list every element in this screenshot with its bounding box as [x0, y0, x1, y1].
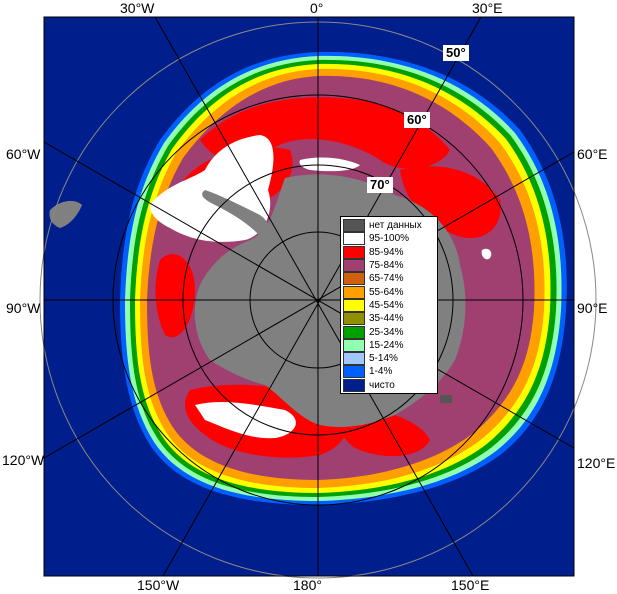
legend-label: 25-34% — [369, 326, 404, 338]
south-america-tip — [49, 200, 82, 228]
lon-label-0: 0° — [310, 0, 324, 16]
legend-entry: 5-14% — [343, 352, 435, 366]
legend-entry: нет данных — [343, 219, 435, 233]
legend-swatch — [343, 232, 365, 246]
legend-swatch — [343, 365, 365, 379]
legend-label: 15-24% — [369, 339, 404, 351]
lon-label-120e: 120°E — [577, 455, 616, 471]
lon-label-150w: 150°W — [137, 577, 180, 593]
legend-swatch — [343, 338, 365, 352]
legend-label: 65-74% — [369, 273, 404, 285]
legend-entry: 85-94% — [343, 245, 435, 259]
legend-swatch — [343, 352, 365, 366]
meridian-60e-120w — [43, 151, 575, 459]
legend-label: 95-100% — [369, 233, 410, 245]
legend-label: 85-94% — [369, 246, 404, 258]
legend-swatch — [343, 298, 365, 312]
ice-patch-east — [400, 166, 501, 239]
legend-label: 45-54% — [369, 299, 404, 311]
lon-label-180: 180° — [293, 577, 322, 593]
legend-label: нет данных — [369, 220, 422, 232]
lon-label-60e: 60°E — [577, 146, 608, 162]
lon-label-60w: 60°W — [6, 146, 41, 162]
legend-label: 75-84% — [369, 260, 404, 272]
legend-entry: 25-34% — [343, 325, 435, 339]
legend-swatch — [343, 245, 365, 259]
legend-swatch — [343, 378, 365, 392]
graticule — [39, 16, 597, 579]
map-frame — [43, 16, 575, 577]
antarctic-peninsula — [202, 190, 269, 238]
lat-label-60: 60° — [404, 112, 430, 128]
ice-patch-east-white — [481, 248, 492, 260]
legend-swatch — [343, 259, 365, 273]
legend-entry: 35-44% — [343, 312, 435, 326]
legend-swatch — [343, 312, 365, 326]
meridian-30w-150e — [154, 16, 474, 577]
legend-entry: 95-100% — [343, 232, 435, 246]
no-data-strip — [440, 395, 452, 403]
ice-concentration-legend: нет данных 95-100% 85-94% 75-84% 65-74% 55-64… — [340, 216, 438, 394]
legend-swatch — [343, 219, 365, 233]
legend-entry: 45-54% — [343, 298, 435, 312]
legend-entry: чисто — [343, 378, 435, 392]
legend-label: 1-4% — [369, 366, 393, 378]
legend-swatch — [343, 272, 365, 286]
legend-swatch — [343, 285, 365, 299]
legend-entry: 55-64% — [343, 285, 435, 299]
lat-label-70: 70° — [367, 177, 393, 193]
lon-label-30e: 30°E — [472, 0, 503, 16]
legend-label: 35-44% — [369, 313, 404, 325]
ice-patch-ross-white — [195, 402, 296, 439]
lon-label-90e: 90°E — [577, 300, 608, 316]
legend-swatch — [343, 325, 365, 339]
lon-label-150e: 150°E — [451, 577, 490, 593]
meridian-30e-150w — [162, 16, 482, 577]
lat-label-50: 50° — [443, 45, 469, 61]
legend-label: 5-14% — [369, 353, 398, 365]
lon-label-30w: 30°W — [120, 0, 155, 16]
legend-label: 55-64% — [369, 286, 404, 298]
lon-label-120w: 120°W — [2, 452, 45, 468]
legend-entry: 65-74% — [343, 272, 435, 286]
legend-label: чисто — [369, 379, 395, 391]
legend-entry: 1-4% — [343, 365, 435, 379]
legend-entry: 75-84% — [343, 259, 435, 273]
legend-entry: 15-24% — [343, 338, 435, 352]
lon-label-90w: 90°W — [6, 300, 41, 316]
meridian-60w-120e — [43, 141, 575, 449]
